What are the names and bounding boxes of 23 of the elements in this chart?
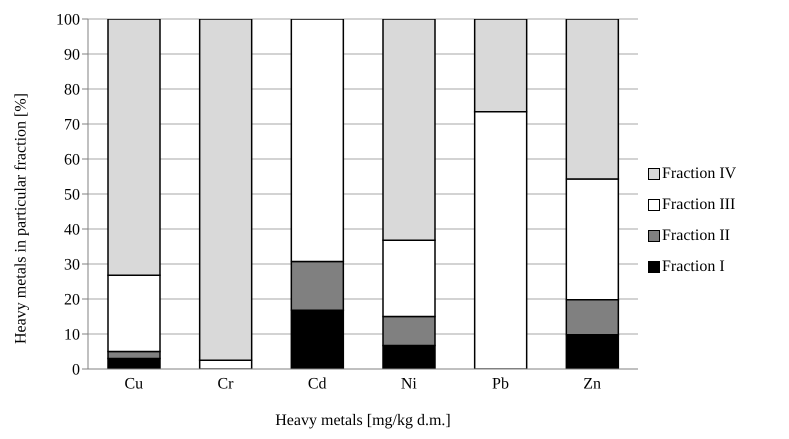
legend-label: Fraction I <box>662 258 725 276</box>
x-tick-label: Zn <box>583 375 602 392</box>
x-tick-label: Ni <box>400 375 418 392</box>
y-tick-label: 80 <box>64 82 80 99</box>
x-tick-label: Cd <box>308 375 327 392</box>
x-axis-title: Heavy metals [mg/kg d.m.] <box>275 412 451 429</box>
legend-label: Fraction IV <box>662 165 736 183</box>
y-axis-title: Heavy metals in particular fraction [%] <box>12 93 30 344</box>
legend-label: Fraction III <box>662 196 736 214</box>
y-tick-label: 10 <box>64 326 80 344</box>
y-tick-label: 60 <box>64 152 80 169</box>
x-tick-label: Cr <box>218 375 234 392</box>
y-tick-label: 70 <box>64 116 80 134</box>
y-tick-label: 100 <box>56 12 80 29</box>
legend-label: Fraction II <box>662 227 730 245</box>
y-tick-label: 30 <box>64 256 80 274</box>
y-tick-label: 40 <box>64 222 80 239</box>
y-tick-label: 50 <box>64 186 80 204</box>
y-tick-label: 90 <box>64 46 80 64</box>
y-tick-label: 20 <box>64 292 80 309</box>
x-tick-label: Cu <box>124 375 144 392</box>
x-tick-label: Pb <box>492 375 509 392</box>
y-tick-label: 0 <box>72 362 80 379</box>
